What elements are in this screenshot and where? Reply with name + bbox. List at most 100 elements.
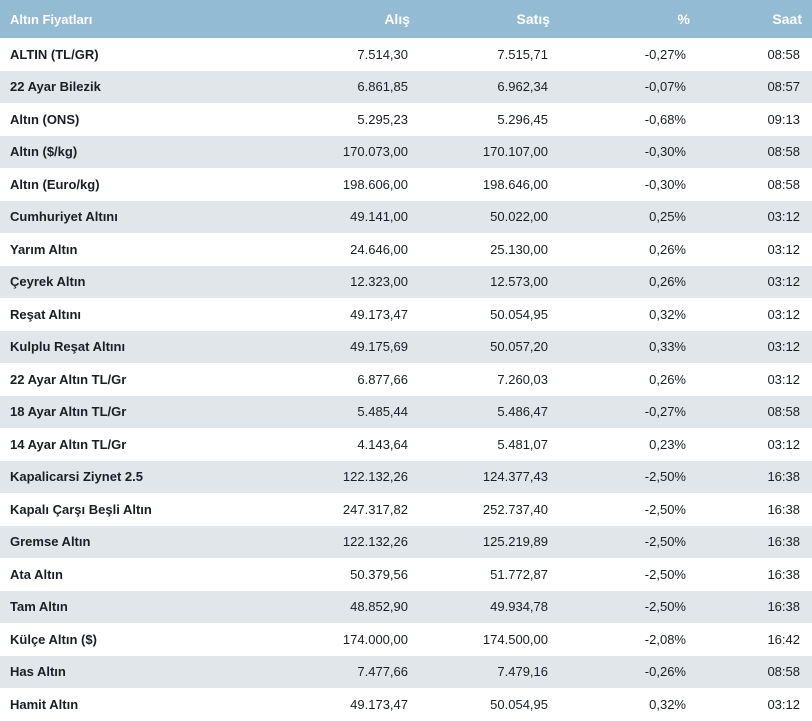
table-row: Cumhuriyet Altını 49.141,00 50.022,00 0,25%… — [0, 200, 812, 233]
row-name: Altın ($/kg) — [10, 144, 78, 160]
row-buy-price: 49.173,47 — [350, 696, 408, 712]
row-time: 03:12 — [767, 241, 800, 257]
row-time: 16:38 — [767, 566, 800, 582]
table-row: 18 Ayar Altın TL/Gr 5.485,44 5.486,47 -0,27… — [0, 395, 812, 428]
row-sell-price: 170.107,00 — [482, 144, 548, 160]
row-change-percent: 0,32% — [649, 696, 686, 712]
table-row: Külçe Altın ($) 174.000,00 174.500,00 -2,08… — [0, 623, 812, 656]
row-change-percent: -2,50% — [644, 501, 686, 517]
row-time: 03:12 — [767, 371, 800, 387]
row-change-percent: -0,27% — [644, 46, 686, 62]
row-change-percent: 0,23% — [649, 436, 686, 452]
header-buy: Alış — [384, 11, 410, 27]
row-time: 08:58 — [767, 46, 800, 62]
row-sell-price: 125.219,89 — [482, 534, 548, 550]
table-row: Gremse Altın 122.132,26 125.219,89 -2,50% 16… — [0, 525, 812, 558]
row-change-percent: 0,25% — [649, 209, 686, 225]
row-name: Çeyrek Altın — [10, 274, 86, 290]
row-name: 18 Ayar Altın TL/Gr — [10, 404, 127, 420]
row-time: 16:38 — [767, 599, 800, 615]
row-name: Kapalı Çarşı Beşli Altın — [10, 501, 152, 517]
row-change-percent: -0,68% — [644, 111, 686, 127]
row-change-percent: -0,07% — [644, 79, 686, 95]
row-buy-price: 24.646,00 — [350, 241, 408, 257]
row-name: ALTIN (TL/GR) — [10, 46, 99, 62]
row-time: 16:38 — [767, 534, 800, 550]
row-sell-price: 12.573,00 — [490, 274, 548, 290]
row-name: Yarım Altın — [10, 241, 78, 257]
row-change-percent: -0,30% — [644, 176, 686, 192]
row-time: 08:58 — [767, 664, 800, 680]
row-change-percent: -2,50% — [644, 566, 686, 582]
row-buy-price: 247.317,82 — [342, 501, 408, 517]
row-name: Reşat Altını — [10, 306, 82, 322]
table-row: Yarım Altın 24.646,00 25.130,00 0,26% 03:12 — [0, 233, 812, 266]
row-sell-price: 50.022,00 — [490, 209, 548, 225]
row-change-percent: -2,50% — [644, 599, 686, 615]
row-sell-price: 5.481,07 — [497, 436, 548, 452]
row-change-percent: 0,26% — [649, 371, 686, 387]
row-buy-price: 49.141,00 — [350, 209, 408, 225]
row-sell-price: 5.486,47 — [497, 404, 548, 420]
table-row: Kulplu Reşat Altını 49.175,69 50.057,20 0,3… — [0, 330, 812, 363]
row-name: Tam Altın — [10, 599, 68, 615]
table-row: Kapalicarsi Ziynet 2.5 122.132,26 124.377,… — [0, 460, 812, 493]
row-change-percent: 0,26% — [649, 274, 686, 290]
table-row: 22 Ayar Altın TL/Gr 6.877,66 7.260,03 0,26%… — [0, 363, 812, 396]
row-sell-price: 7.260,03 — [497, 371, 548, 387]
row-name: Gremse Altın — [10, 534, 91, 550]
row-buy-price: 4.143,64 — [357, 436, 408, 452]
row-sell-price: 252.737,40 — [482, 501, 548, 517]
table-row: Reşat Altını 49.173,47 50.054,95 0,32% 03:12 — [0, 298, 812, 331]
row-sell-price: 51.772,87 — [490, 566, 548, 582]
row-buy-price: 6.877,66 — [357, 371, 408, 387]
row-time: 08:57 — [767, 79, 800, 95]
header-time: Saat — [772, 11, 802, 27]
table-row: Has Altın 7.477,66 7.479,16 -0,26% 08:58 — [0, 655, 812, 688]
table-row: Altın ($/kg) 170.073,00 170.107,00 -0,30% 08… — [0, 135, 812, 168]
row-sell-price: 198.646,00 — [482, 176, 548, 192]
row-time: 03:12 — [767, 209, 800, 225]
table-header: Altın Fiyatları Alış Satış % Saat — [0, 0, 812, 38]
table-body: ALTIN (TL/GR) 7.514,30 7.515,71 -0,27% 08:58… — [0, 38, 812, 721]
row-change-percent: -2,50% — [644, 469, 686, 485]
row-name: 22 Ayar Altın TL/Gr — [10, 371, 127, 387]
row-change-percent: 0,26% — [649, 241, 686, 257]
row-change-percent: 0,32% — [649, 306, 686, 322]
row-sell-price: 174.500,00 — [482, 631, 548, 647]
row-sell-price: 5.296,45 — [497, 111, 548, 127]
table-row: Ata Altın 50.379,56 51.772,87 -2,50% 16:38 — [0, 558, 812, 591]
table-row: Kapalı Çarşı Beşli Altın 247.317,82 252.73… — [0, 493, 812, 526]
row-buy-price: 50.379,56 — [350, 566, 408, 582]
row-sell-price: 7.479,16 — [497, 664, 548, 680]
row-name: Ata Altın — [10, 566, 63, 582]
row-sell-price: 50.057,20 — [490, 339, 548, 355]
table-row: Çeyrek Altın 12.323,00 12.573,00 0,26% 03:12 — [0, 265, 812, 298]
row-buy-price: 12.323,00 — [350, 274, 408, 290]
row-time: 09:13 — [767, 111, 800, 127]
row-buy-price: 49.175,69 — [350, 339, 408, 355]
row-buy-price: 6.861,85 — [357, 79, 408, 95]
row-name: Altın (ONS) — [10, 111, 80, 127]
header-name: Altın Fiyatları — [10, 11, 93, 27]
table-row: Altın (Euro/kg) 198.606,00 198.646,00 -0,30… — [0, 168, 812, 201]
table-row: 14 Ayar Altın TL/Gr 4.143,64 5.481,07 0,23%… — [0, 428, 812, 461]
row-sell-price: 124.377,43 — [482, 469, 548, 485]
row-name: 22 Ayar Bilezik — [10, 79, 101, 95]
row-buy-price: 122.132,26 — [342, 469, 408, 485]
row-buy-price: 198.606,00 — [342, 176, 408, 192]
table-row: ALTIN (TL/GR) 7.514,30 7.515,71 -0,27% 08:58 — [0, 38, 812, 71]
row-name: Has Altın — [10, 664, 66, 680]
row-time: 08:58 — [767, 144, 800, 160]
row-name: 14 Ayar Altın TL/Gr — [10, 436, 127, 452]
row-time: 16:38 — [767, 469, 800, 485]
row-time: 16:38 — [767, 501, 800, 517]
row-sell-price: 50.054,95 — [490, 696, 548, 712]
row-time: 08:58 — [767, 404, 800, 420]
row-sell-price: 6.962,34 — [497, 79, 548, 95]
header-change: % — [677, 11, 690, 27]
row-change-percent: 0,33% — [649, 339, 686, 355]
row-time: 03:12 — [767, 339, 800, 355]
row-buy-price: 48.852,90 — [350, 599, 408, 615]
